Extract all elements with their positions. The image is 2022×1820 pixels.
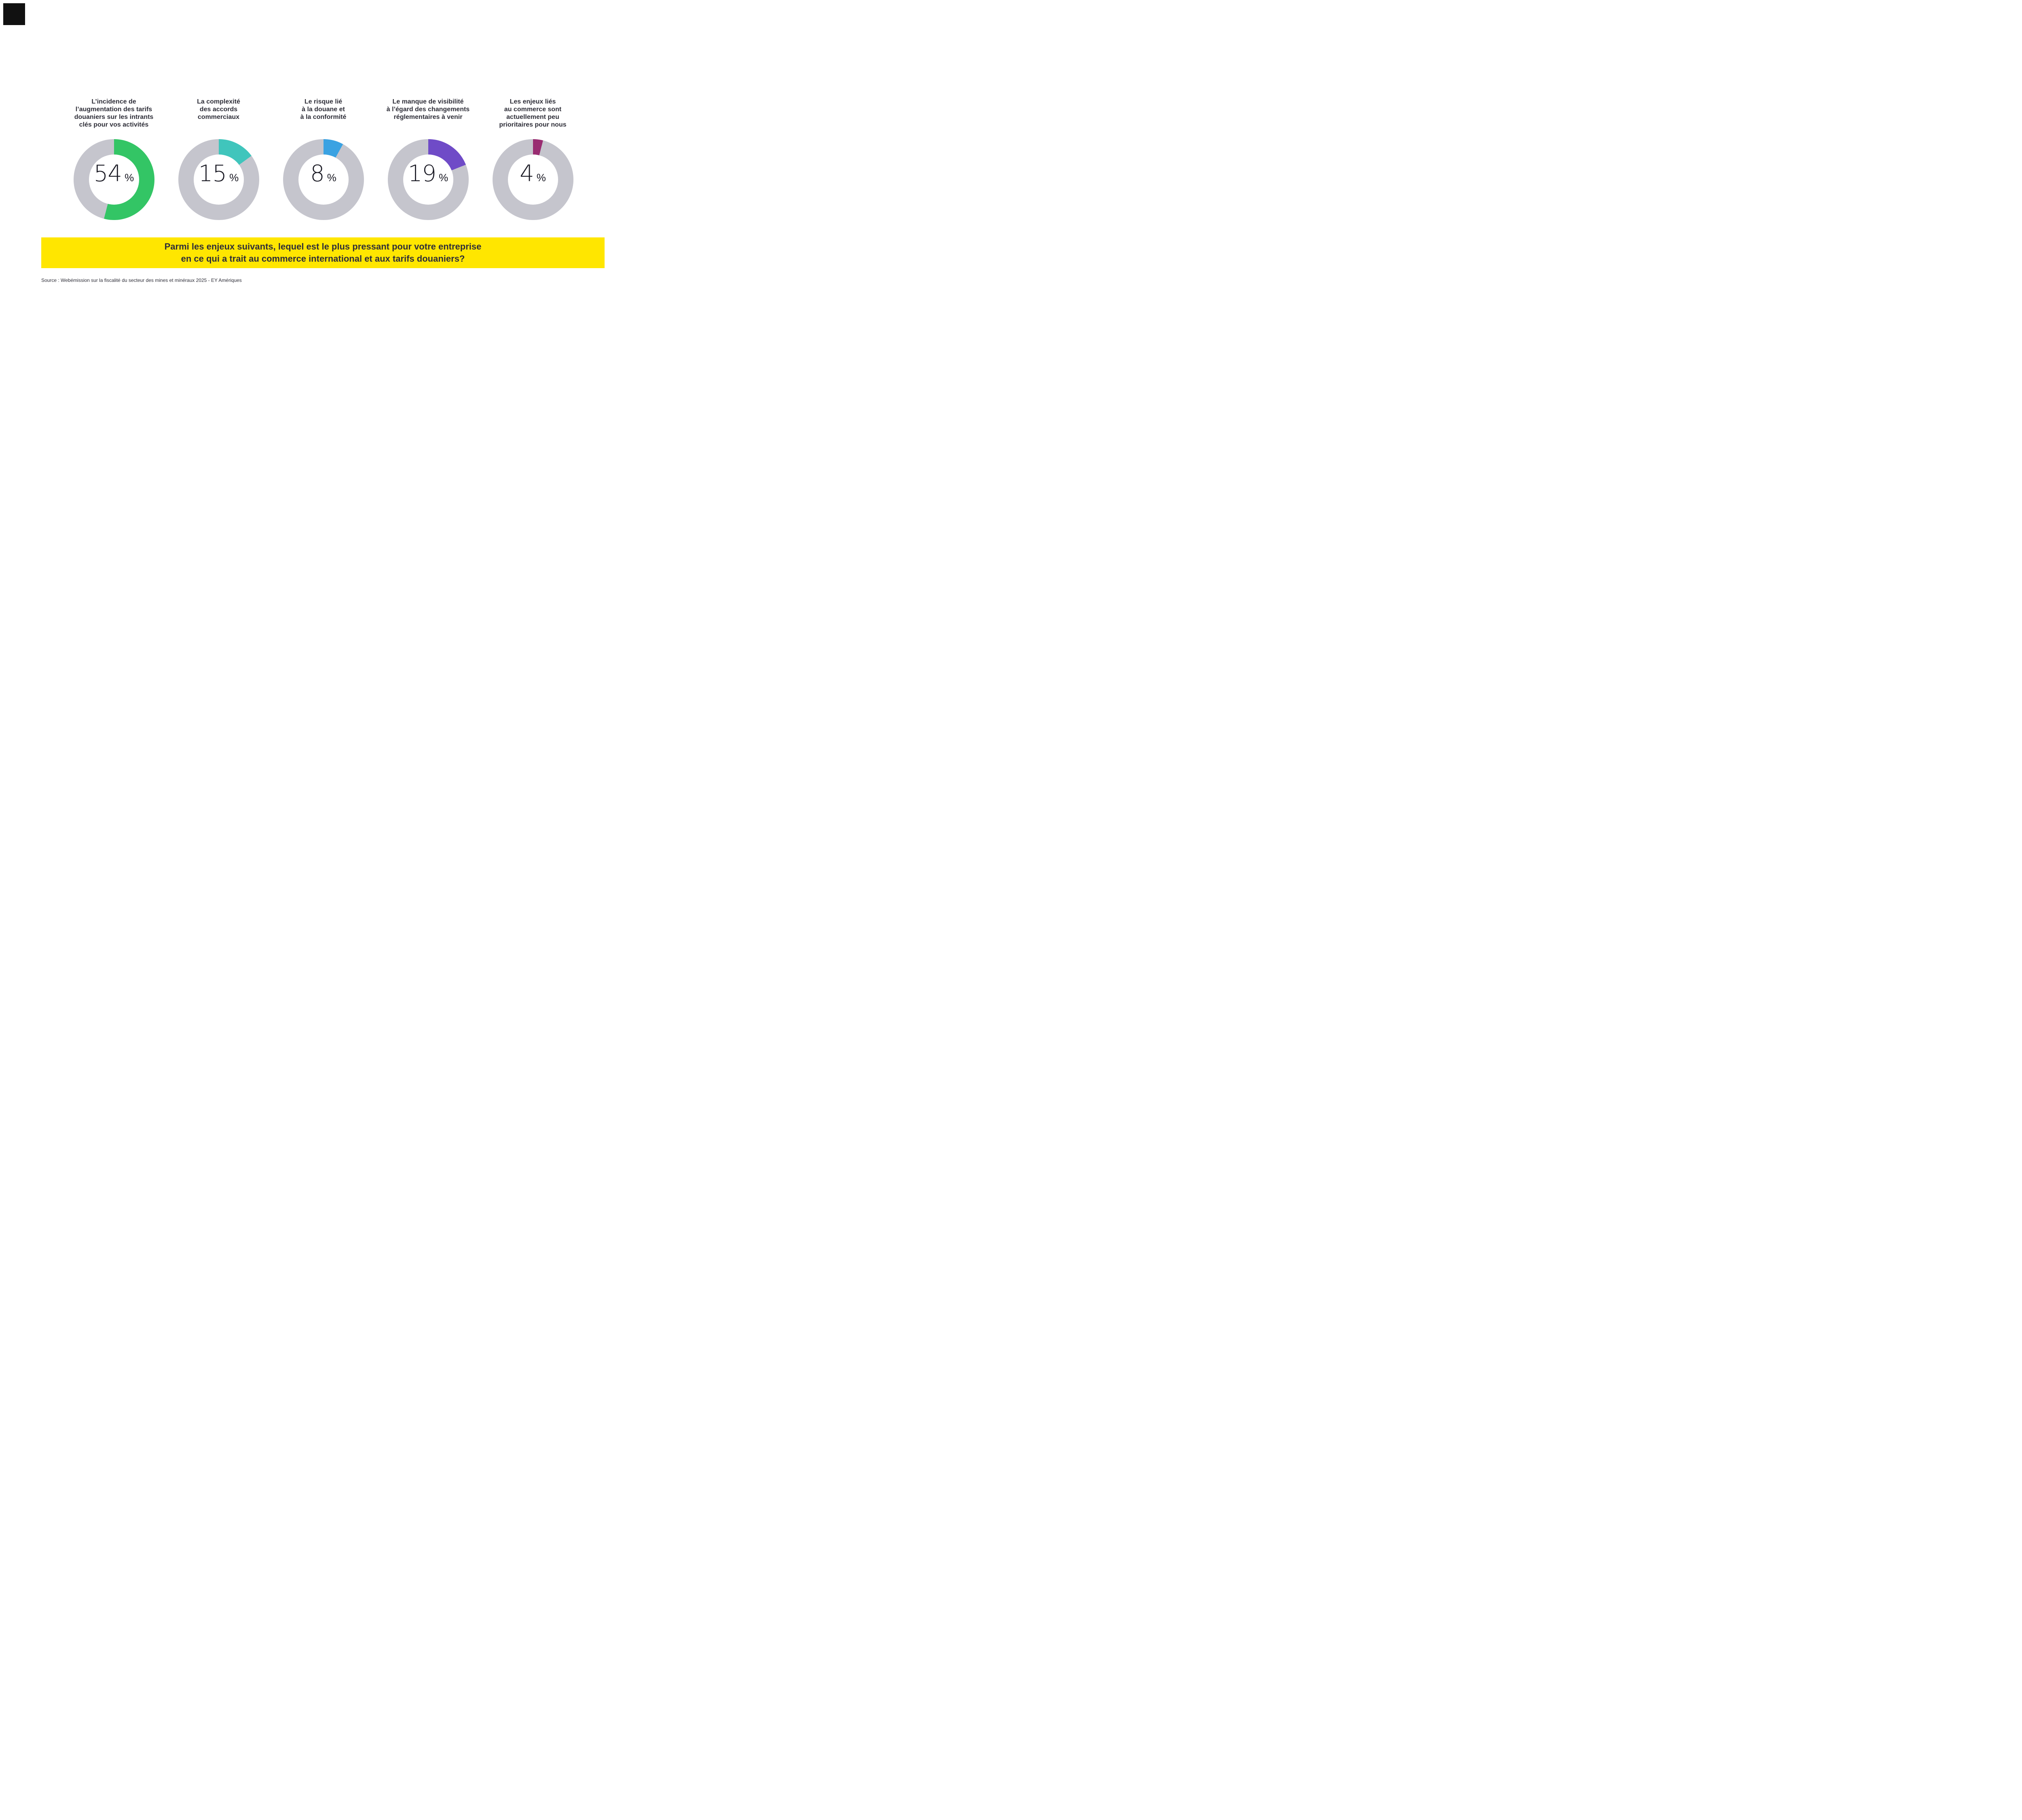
donut-column: La complexité des accords commerciaux 15% [166, 98, 271, 220]
donut-column: L’incidence de l’augmentation des tarifs d… [61, 98, 166, 220]
donut-value-unit: % [439, 171, 448, 184]
donut-label: L’incidence de l’augmentation des tarifs d… [74, 98, 154, 128]
donut-value-number: 15 [198, 161, 227, 187]
donut-label: Le risque lié à la douane et à la conformi… [300, 98, 347, 121]
donut-label: La complexité des accords commerciaux [197, 98, 240, 121]
donut-ring: 54% [73, 139, 154, 220]
donut-value: 8% [283, 139, 364, 220]
donut-value: 4% [493, 139, 573, 220]
donut-column: Le risque lié à la douane et à la conformi… [271, 98, 376, 220]
donut-label: Les enjeux liés au commerce sont actuellem… [499, 98, 567, 128]
donut-ring: 4% [492, 139, 573, 220]
donut-value: 15% [178, 139, 259, 220]
donut-value-number: 8 [310, 161, 325, 187]
donut-ring: 15% [178, 139, 259, 220]
donut-label: Le manque de visibilité à l’égard des cha… [386, 98, 470, 121]
source-line: Source : Webémission sur la fiscalité du… [41, 277, 242, 283]
donut-ring: 8% [283, 139, 364, 220]
donut-value-number: 4 [520, 161, 534, 187]
question-banner-line2: en ce qui a trait au commerce internatio… [181, 254, 465, 264]
donut-value-unit: % [536, 171, 546, 184]
donut-value: 54% [74, 139, 154, 220]
question-banner-line1: Parmi les enjeux suivants, lequel est le… [164, 241, 482, 252]
donut-value: 19% [388, 139, 469, 220]
donut-value-number: 19 [408, 161, 436, 187]
donut-column: Les enjeux liés au commerce sont actuellem… [480, 98, 585, 220]
donut-column: Le manque de visibilité à l’égard des cha… [376, 98, 480, 220]
donut-value-number: 54 [93, 161, 122, 187]
donut-row: L’incidence de l’augmentation des tarifs d… [61, 98, 586, 220]
donut-ring: 19% [387, 139, 469, 220]
brand-logo-block [3, 3, 25, 25]
infographic-canvas: L’incidence de l’augmentation des tarifs d… [0, 0, 647, 364]
donut-value-unit: % [125, 171, 134, 184]
donut-value-unit: % [229, 171, 239, 184]
donut-value-unit: % [327, 171, 336, 184]
question-banner: Parmi les enjeux suivants, lequel est le… [41, 237, 605, 268]
